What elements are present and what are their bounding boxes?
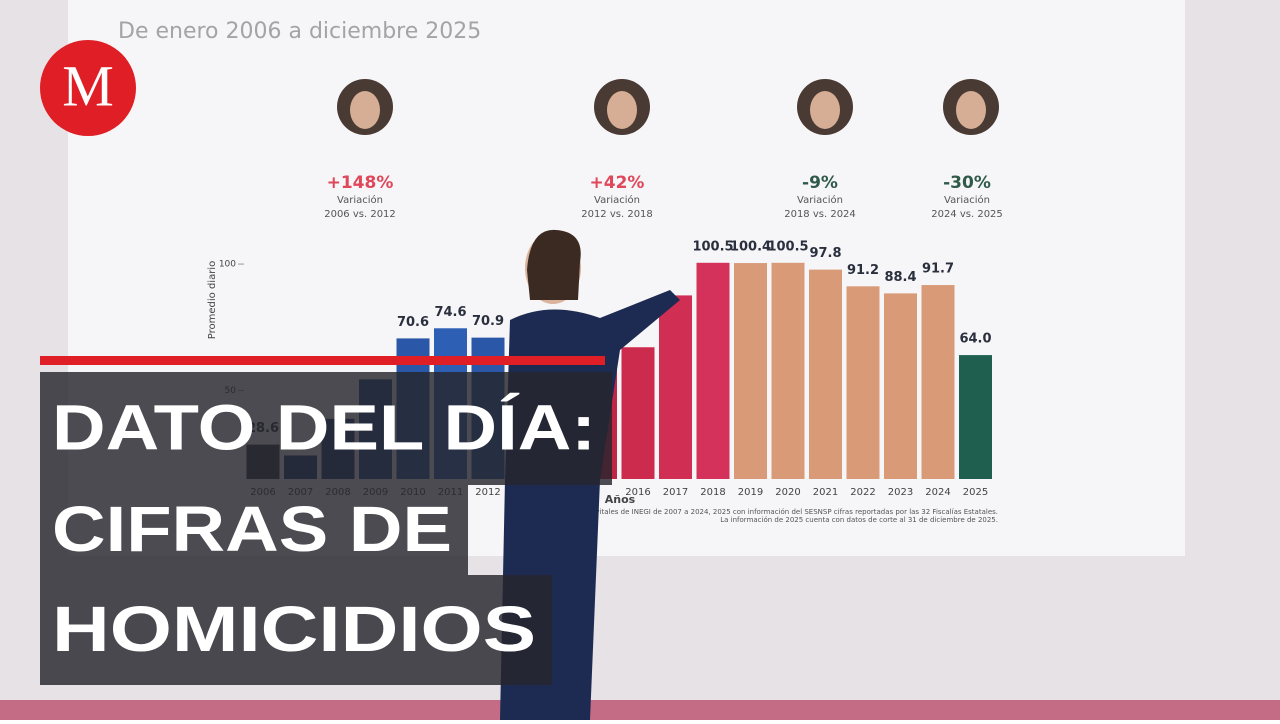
value-label: 70.9 [472, 314, 504, 329]
value-label: 70.6 [397, 315, 429, 330]
variation-label: Variación [337, 194, 383, 206]
x-tick-label: 2023 [888, 487, 913, 498]
x-tick-label: 2021 [813, 487, 838, 498]
variation-value: +42% [590, 173, 645, 193]
x-tick-label: 2025 [963, 487, 988, 498]
value-label: 88.4 [884, 270, 916, 285]
bar [659, 295, 692, 479]
value-label: 91.7 [922, 262, 954, 277]
variation-value: +148% [327, 173, 394, 193]
portrait-face [350, 91, 380, 129]
x-tick-label: 2020 [775, 487, 800, 498]
screen-content: De enero 2006 a diciembre 2025 +148%Vari… [118, 19, 1003, 524]
portrait-face [956, 91, 986, 129]
x-tick-label: 2018 [700, 487, 725, 498]
banner-line: CIFRAS DE [52, 493, 452, 565]
bar [959, 355, 992, 479]
variation-period: 2018 vs. 2024 [784, 209, 856, 220]
variation-period: 2012 vs. 2018 [581, 209, 653, 220]
variation-period: 2006 vs. 2012 [324, 209, 396, 220]
bar [771, 262, 805, 479]
variation-label: Variación [797, 194, 843, 206]
bar [696, 262, 730, 479]
floor-stripe [0, 700, 1280, 720]
x-tick-label: 2022 [850, 487, 875, 498]
bar [884, 293, 917, 479]
banner-line: HOMICIDIOS [52, 593, 536, 665]
variation-label: Variación [594, 194, 640, 206]
value-label: 100.5 [692, 239, 733, 254]
value-label: 97.8 [809, 246, 841, 261]
x-tick-label: 2019 [738, 487, 763, 498]
portrait-face [810, 91, 840, 129]
presenter-hair [527, 229, 581, 300]
y-tick-label: 100 [219, 260, 236, 270]
banner-box [40, 575, 552, 685]
banner: DATO DEL DÍA: CIFRAS DE HOMICIDIOS [40, 356, 612, 685]
value-label: 74.6 [434, 305, 466, 320]
x-tick-label: 2016 [625, 487, 650, 498]
y-axis-label: Promedio diario [207, 261, 218, 339]
bar [734, 263, 767, 479]
value-label: 91.2 [847, 263, 879, 278]
banner-line: DATO DEL DÍA: [52, 391, 596, 463]
logo-letter: M [62, 53, 114, 118]
footnote: as vitales de INEGI de 2007 a 2024, 2025… [585, 508, 998, 516]
logo: M [40, 40, 136, 136]
bar [846, 286, 880, 479]
banner-accent [40, 356, 605, 365]
variation-value: -30% [943, 173, 991, 193]
x-tick-label: 2012 [475, 487, 500, 498]
footnote: La información de 2025 cuenta con datos … [720, 516, 998, 524]
banner-box [40, 485, 468, 575]
portrait-face [607, 91, 637, 129]
x-axis-label: Años [605, 493, 636, 506]
variation-period: 2024 vs. 2025 [931, 209, 1003, 220]
value-label: 100.5 [767, 239, 808, 254]
bar [921, 285, 955, 479]
bar [621, 347, 655, 479]
banner-box [40, 372, 612, 485]
value-label: 100.4 [730, 240, 771, 255]
logo-circle [40, 40, 136, 136]
subtitle: De enero 2006 a diciembre 2025 [118, 19, 481, 44]
x-tick-label: 2024 [925, 487, 950, 498]
x-tick-label: 2017 [663, 487, 688, 498]
value-label: 64.0 [959, 332, 991, 347]
variation-value: -9% [802, 173, 838, 193]
variation-label: Variación [944, 194, 990, 206]
bar [809, 269, 842, 479]
